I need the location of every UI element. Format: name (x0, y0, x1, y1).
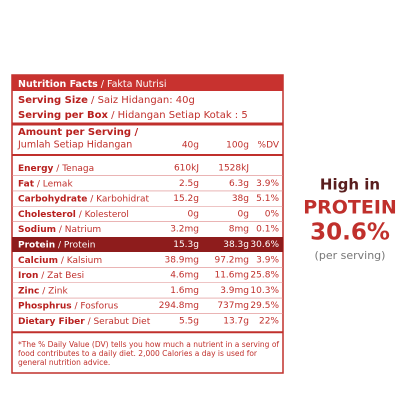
value: / Hidangan Setiap Kotak : 5 (111, 110, 248, 121)
row-label: Phosphrus / Fosforus (18, 301, 119, 311)
highlight-band (12, 237, 283, 252)
cell: 3.9mg (220, 286, 249, 296)
cell: 10.3% (250, 286, 279, 296)
cell: 0g (188, 209, 199, 219)
cell: 737mg (217, 301, 249, 311)
callout-line: High in (320, 176, 380, 194)
row-label: Carbohydrate / Karbohidrat (18, 194, 149, 204)
cell: 0g (238, 209, 249, 219)
row-label: Dietary Fiber / Serabut Diet (18, 317, 151, 327)
nutrient-local: / Zink (42, 286, 68, 296)
row-label: Calcium / Kalsium (18, 255, 102, 265)
value: / Saiz Hidangan: 40g (91, 95, 195, 106)
amount-local: Jumlah Setiap Hidangan (17, 140, 132, 151)
row-label: Zinc / Zink (18, 286, 68, 296)
cell: 38.9mg (164, 255, 199, 265)
cell: 38.3g (223, 240, 249, 250)
nutrient-local: / Kolesterol (79, 209, 129, 219)
nutrient: Dietary Fiber (18, 317, 85, 327)
cell: 3.9% (256, 255, 279, 265)
serving-box: Serving per Box / Hidangan Setiap Kotak … (18, 110, 248, 121)
nutrient-local: / Kalsium (61, 255, 102, 265)
nutrient: Carbohydrate (18, 194, 87, 204)
cell: 30.6% (250, 240, 279, 250)
cell: 29.5% (250, 301, 279, 311)
cell: 8mg (229, 225, 249, 235)
nutrient-local: / Protein (58, 240, 95, 250)
nutrient: Energy (18, 164, 54, 174)
column-header: %DV (258, 141, 280, 151)
nutrient: Zinc (18, 286, 39, 296)
row-label: Sodium / Natrium (18, 225, 101, 235)
row-label: Cholesterol / Kolesterol (18, 209, 129, 219)
cell: 3.2mg (170, 225, 199, 235)
amount-label: Amount per Serving / (18, 127, 139, 138)
cell: 15.2g (173, 194, 199, 204)
nutrient-local: / Tenaga (56, 164, 94, 174)
nutrient: Phosphrus (18, 301, 72, 311)
cell: 6.3g (229, 179, 249, 189)
nutrient-local: / Natrium (59, 225, 101, 235)
row-label: Protein / Protein (18, 240, 95, 250)
cell: 25.8% (250, 271, 279, 281)
cell: 11.6mg (214, 271, 249, 281)
cell: 4.6mg (170, 271, 199, 281)
column-header: 100g (226, 141, 249, 151)
cell: 15.3g (173, 240, 199, 250)
row-label: Iron / Zat Besi (18, 271, 84, 281)
cell: 0.1% (256, 225, 279, 235)
header-bar (12, 75, 283, 91)
nutrient: Sodium (18, 225, 56, 235)
cell: 2.5g (179, 179, 199, 189)
nutrient-local: / Zat Besi (41, 271, 84, 281)
cell: 22% (259, 317, 279, 327)
label: Serving per Box (18, 110, 108, 121)
nutrient: Fat (18, 179, 35, 189)
cell: 5.5g (179, 317, 199, 327)
callout-line: (per serving) (315, 249, 386, 262)
nutrient-local: / Karbohidrat (90, 194, 149, 204)
label: Serving Size (18, 95, 88, 106)
nutrient-local: / Serabut Diet (88, 317, 151, 327)
title-bold: Nutrition Facts (18, 79, 98, 90)
nutrient: Calcium (18, 255, 58, 265)
cell: 5.1% (256, 194, 279, 204)
nutrient: Cholesterol (18, 209, 76, 219)
nutrient-local: / Lemak (37, 179, 74, 189)
footnote: *The % Daily Value (DV) tells you how mu… (18, 340, 280, 367)
column-header: 40g (182, 141, 199, 151)
callout-line: PROTEIN (303, 197, 397, 219)
row-label: Fat / Lemak (18, 179, 73, 189)
nutrient: Protein (18, 240, 55, 250)
serving-size: Serving Size / Saiz Hidangan: 40g (18, 95, 195, 106)
cell: 3.9% (256, 179, 279, 189)
title-local: / Fakta Nutrisi (101, 79, 167, 90)
row-label: Energy / Tenaga (18, 164, 94, 174)
title: Nutrition Facts / Fakta Nutrisi (18, 79, 167, 90)
cell: 1528kJ (218, 164, 249, 174)
cell: 1.6mg (170, 286, 199, 296)
cell: 38g (232, 194, 249, 204)
cell: 13.7g (223, 317, 249, 327)
cell: 0% (265, 209, 280, 219)
cell: 97.2mg (214, 255, 249, 265)
cell: 610kJ (174, 164, 199, 174)
nutrient-local: / Fosforus (74, 301, 118, 311)
callout-line: 30.6% (310, 220, 390, 246)
cell: 294.8mg (159, 301, 199, 311)
nutrient: Iron (18, 271, 38, 281)
